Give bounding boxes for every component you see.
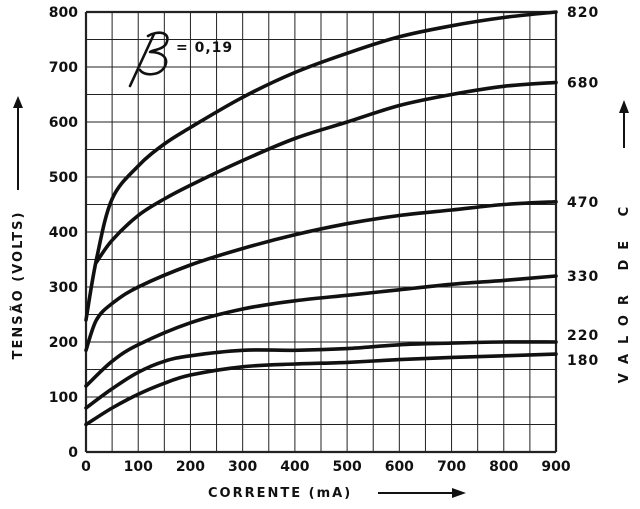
grid [84,10,558,454]
x-axis-label-group: CORRENTE (mA) [208,486,466,501]
series-label-330: 330 [567,269,599,285]
x-tick-label: 200 [176,459,205,475]
series-line-330 [84,274,558,388]
y-tick-label: 500 [49,170,78,186]
series-line-680 [94,80,558,265]
x-tick-label: 800 [489,459,518,475]
y-tick-label: 300 [49,280,78,296]
x-tick-label: 900 [541,459,570,475]
beta-annotation: = 0,19 [176,40,233,56]
series-line-180 [84,352,558,427]
series-label-820: 820 [567,5,599,21]
series-label-180: 180 [567,353,599,369]
x-tick-label: 700 [437,459,466,475]
y-axis-label-group: TENSÃO (VOLTS) [10,96,26,359]
beta-symbol [128,31,169,88]
y-axis-arrow-head [13,96,23,108]
y-tick-label: 600 [49,115,78,131]
series-labels: 820 680 470 330 220 180 [567,5,599,369]
y-tick-label: 100 [49,390,78,406]
series-line-820 [84,10,558,322]
right-label-group: VALOR DE C [617,100,632,383]
y-tick-label: 200 [49,335,78,351]
right-arrow-head [619,100,629,113]
x-tick-labels: 0 100 200 300 400 500 600 700 800 900 [81,459,571,475]
y-tick-label: 400 [49,225,78,241]
x-tick-label: 0 [81,459,91,475]
x-tick-label: 100 [124,459,153,475]
x-tick-label: 300 [228,459,257,475]
y-axis-label: TENSÃO (VOLTS) [10,211,26,360]
series-line-470 [84,200,558,353]
y-tick-label: 0 [68,445,78,461]
y-tick-label: 700 [49,60,78,76]
series-label-470: 470 [567,195,599,211]
series-label-220: 220 [567,328,599,344]
y-tick-label: 800 [49,5,78,21]
x-axis-label: CORRENTE (mA) [208,486,352,501]
x-tick-label: 400 [280,459,309,475]
series-label-680: 680 [567,75,599,91]
x-axis-arrow-head [452,488,466,498]
x-tick-label: 500 [332,459,361,475]
x-tick-label: 600 [385,459,414,475]
series-line-220 [84,340,558,410]
series-lines [84,10,558,427]
right-axis-label: VALOR DE C [617,197,632,383]
y-tick-labels: 0 100 200 300 400 500 600 700 800 [49,5,78,461]
